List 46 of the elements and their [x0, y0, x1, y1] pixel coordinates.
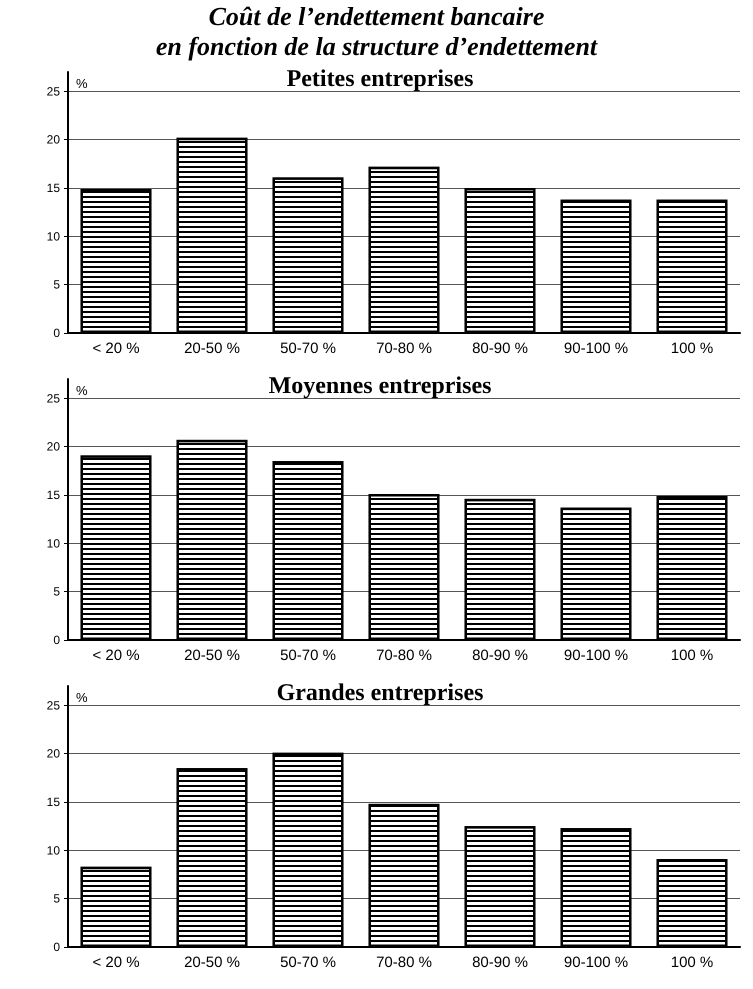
x-tick-label: < 20 % — [92, 647, 140, 664]
y-tick-label: 10 — [46, 229, 60, 244]
y-tick-label: 20 — [46, 132, 60, 147]
x-tick-label: 70-80 % — [376, 340, 432, 357]
y-tick-label: 15 — [46, 181, 60, 195]
y-axis-title: % — [76, 383, 88, 398]
x-tick-label: < 20 % — [92, 954, 140, 971]
y-tick-label: 10 — [46, 843, 60, 858]
x-tick-label: < 20 % — [92, 340, 140, 357]
y-tick-label: 15 — [46, 488, 60, 502]
y-tick-label: 5 — [53, 584, 60, 599]
y-axis-title: % — [76, 690, 88, 705]
x-tick-label: 20-50 % — [184, 647, 240, 664]
x-tick-label: 90-100 % — [564, 647, 628, 664]
x-tick-label: 100 % — [670, 647, 714, 664]
y-tick-label: 25 — [46, 391, 60, 406]
y-tick-label: 20 — [46, 440, 60, 454]
y-tick-label: 15 — [46, 795, 60, 809]
x-tick-label: 80-90 % — [472, 954, 528, 971]
x-tick-label: 70-80 % — [376, 647, 432, 664]
x-tick-label: 50-70 % — [280, 647, 336, 664]
y-tick-label: 25 — [46, 84, 60, 98]
y-tick-label: 10 — [46, 536, 60, 550]
y-tick-label: 25 — [46, 698, 60, 712]
y-tick-label: 20 — [46, 746, 60, 761]
y-axis-title: % — [76, 76, 88, 91]
x-tick-label: 90-100 % — [564, 340, 628, 357]
y-tick-label: 0 — [53, 633, 60, 647]
chart-title: Moyennes entreprises — [268, 373, 492, 399]
x-tick-label: 50-70 % — [280, 954, 336, 971]
x-tick-label: 80-90 % — [472, 647, 528, 664]
x-tick-label: 90-100 % — [564, 954, 628, 971]
x-tick-label: 70-80 % — [376, 954, 432, 971]
x-tick-label: 80-90 % — [472, 340, 528, 357]
y-tick-label: 0 — [53, 326, 60, 340]
y-tick-label: 5 — [53, 278, 60, 292]
x-tick-label: 100 % — [670, 340, 714, 357]
x-tick-label: 20-50 % — [184, 340, 240, 357]
chart-title: Coût de l’endettement bancaire en fonction de la structure d’endettement — [154, 1, 599, 62]
y-tick-label: 0 — [53, 940, 60, 954]
x-tick-label: 20-50 % — [184, 954, 240, 971]
y-tick-label: 5 — [53, 892, 60, 906]
chart-title: Grandes entreprises — [276, 680, 484, 706]
x-tick-label: 100 % — [670, 954, 714, 971]
chart-subtitle: Petites entreprises — [286, 66, 474, 92]
x-tick-label: 50-70 % — [280, 340, 336, 357]
